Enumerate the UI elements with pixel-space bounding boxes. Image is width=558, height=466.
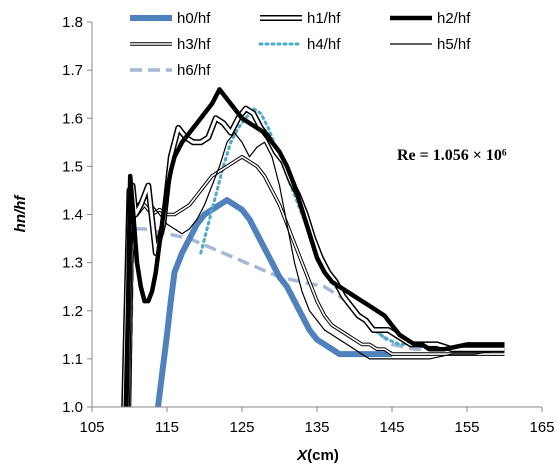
x-tick-label: 115 <box>155 419 179 436</box>
series-line <box>155 197 392 408</box>
series-h0-hf <box>155 197 392 408</box>
legend: h0/hf h1/hf h2/hf h3/hf h4/hf h5/hf h6/hf <box>130 10 471 79</box>
y-tick-label: 1.8 <box>62 14 83 31</box>
y-tick-label: 1.5 <box>62 158 83 175</box>
x-tick-label: 145 <box>379 419 404 436</box>
y-tick-label: 1.4 <box>62 207 83 224</box>
x-tick-label: 125 <box>229 419 254 436</box>
x-tick-label: 135 <box>304 419 329 436</box>
series-line <box>128 156 505 408</box>
legend-label: h1/hf <box>307 10 341 27</box>
legend-item: h0/hf <box>130 10 211 27</box>
reynolds-annotation: Re = 1.056 × 10⁶ <box>397 147 507 164</box>
y-tick-label: 1.6 <box>62 110 83 127</box>
x-axis-title-unit: (cm) <box>307 447 339 464</box>
series-line <box>123 87 505 408</box>
series-line <box>128 132 505 408</box>
series-h2-hf <box>123 87 505 408</box>
x-tick-label: 165 <box>529 419 554 436</box>
y-tick-label: 1.2 <box>62 303 83 320</box>
legend-item: h4/hf <box>258 36 341 53</box>
x-axis-title-var: X <box>296 447 308 464</box>
legend-label: h0/hf <box>177 10 211 27</box>
legend-label: h6/hf <box>177 62 211 79</box>
legend-item: h5/hf <box>390 36 471 53</box>
y-axis-title: hn/hf <box>12 194 29 233</box>
series-line <box>127 155 505 408</box>
y-tick-label: 1.0 <box>62 399 83 416</box>
legend-label: h4/hf <box>307 36 341 53</box>
legend-item: h3/hf <box>130 36 211 53</box>
legend-label: h2/hf <box>437 10 471 27</box>
legend-item: h6/hf <box>130 62 211 79</box>
series-h3-hf <box>127 155 505 408</box>
x-tick-label: 105 <box>79 419 104 436</box>
x-axis-title: X(cm) <box>296 447 339 464</box>
legend-label: h5/hf <box>437 36 471 53</box>
y-tick-label: 1.3 <box>62 255 83 272</box>
series-h5-hf <box>128 132 505 408</box>
y-tick-label: 1.1 <box>62 351 83 368</box>
legend-label: h3/hf <box>177 36 211 53</box>
ticks: 1.0 1.1 1.2 1.3 1.4 1.5 1.6 1.7 1.8 105 115 125 135 1… <box>62 14 554 436</box>
legend-item: h2/hf <box>390 10 471 27</box>
y-tick-label: 1.7 <box>62 62 83 79</box>
legend-item: h1/hf <box>260 10 341 27</box>
x-tick-label: 155 <box>454 419 479 436</box>
plot-lines <box>121 87 506 408</box>
